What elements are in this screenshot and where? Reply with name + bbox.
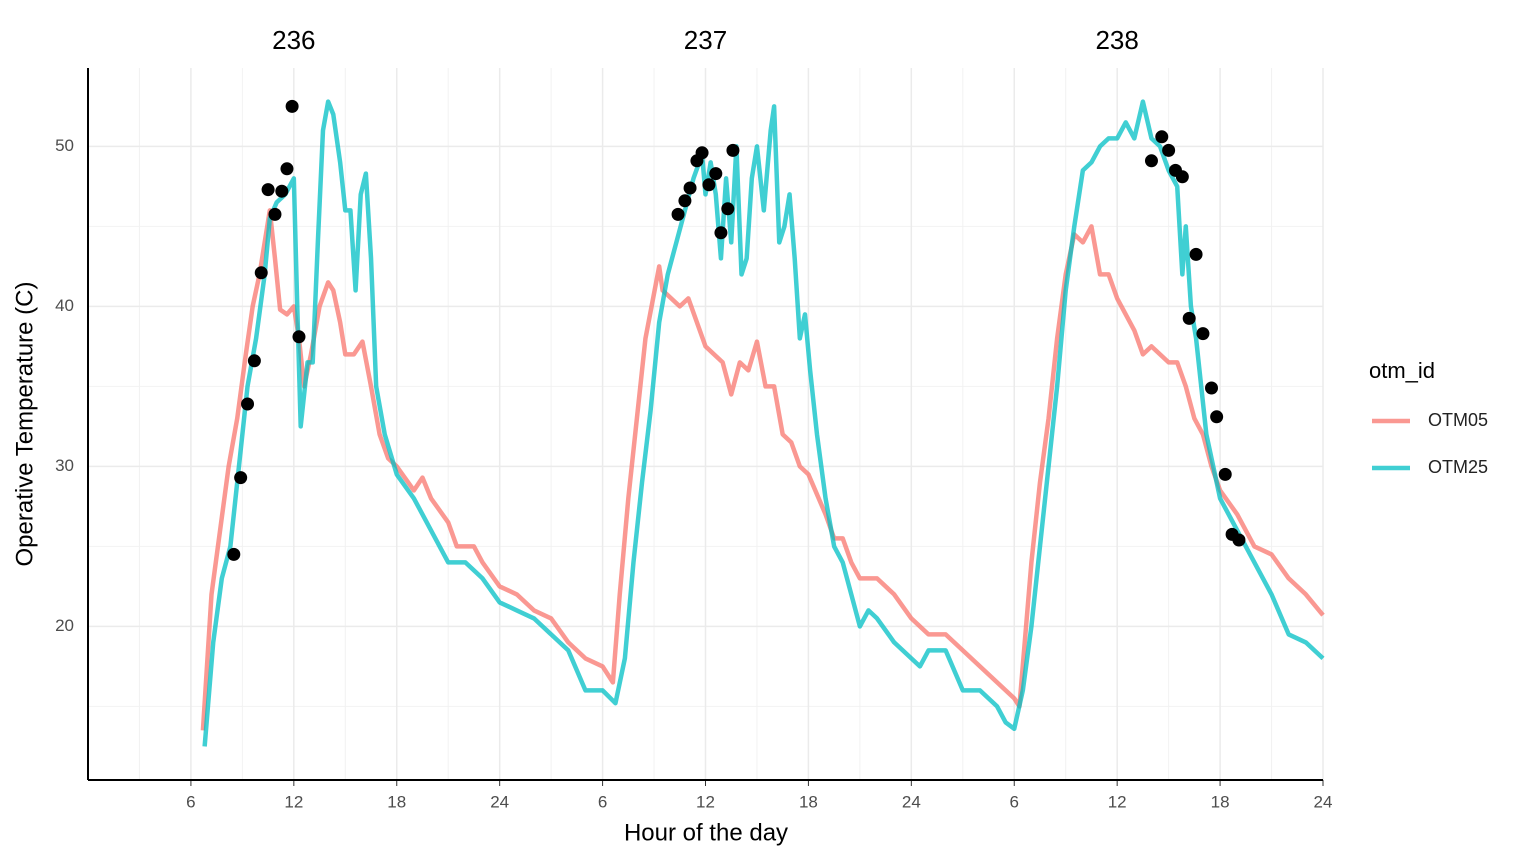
point: [1182, 311, 1196, 325]
point: [280, 162, 294, 176]
x-tick-label: 12: [284, 792, 303, 811]
point: [275, 184, 289, 198]
point: [254, 266, 268, 280]
point: [227, 547, 241, 561]
point: [1232, 533, 1246, 547]
x-axis-label: Hour of the day: [624, 819, 788, 846]
x-tick-label: 6: [1010, 792, 1019, 811]
point: [1155, 130, 1169, 144]
facet-label: 236: [272, 25, 315, 55]
facet-label: 238: [1095, 25, 1138, 55]
point: [709, 167, 723, 181]
x-tick-label: 18: [799, 792, 818, 811]
x-tick-label: 24: [1314, 792, 1333, 811]
x-tick-label: 24: [902, 792, 921, 811]
line: [200, 208, 1325, 731]
y-tick-label: 50: [55, 136, 74, 155]
point: [1189, 247, 1203, 261]
legend-title: otm_id: [1369, 358, 1435, 383]
x-tick-label: 6: [186, 792, 195, 811]
point: [241, 397, 255, 411]
y-axis-label: Operative Temperature (C): [11, 282, 38, 567]
y-tick-label: 40: [55, 296, 74, 315]
point: [268, 207, 282, 221]
point: [678, 194, 692, 208]
point: [1175, 170, 1189, 184]
x-tick-label: 12: [696, 792, 715, 811]
x-tick-label: 18: [1211, 792, 1230, 811]
x-tick-label: 24: [490, 792, 509, 811]
facet-label: 237: [684, 25, 727, 55]
line: [202, 99, 1325, 747]
point: [261, 183, 275, 197]
y-tick-label: 30: [55, 456, 74, 475]
point: [695, 146, 709, 160]
point: [683, 181, 697, 195]
x-tick-label: 18: [387, 792, 406, 811]
point: [726, 143, 740, 157]
x-tick-label: 6: [598, 792, 607, 811]
y-tick-label: 20: [55, 616, 74, 635]
point: [671, 207, 685, 221]
x-tick-label: 12: [1108, 792, 1127, 811]
point: [702, 178, 716, 192]
point: [1162, 143, 1176, 157]
legend-label: OTM05: [1428, 410, 1488, 430]
point: [1210, 410, 1224, 424]
point: [285, 99, 299, 113]
point: [1218, 467, 1232, 481]
point: [714, 226, 728, 240]
point: [234, 471, 248, 485]
point: [1196, 327, 1210, 341]
point: [292, 330, 306, 344]
point: [1205, 381, 1219, 395]
point: [1144, 154, 1158, 168]
point: [721, 202, 735, 216]
legend-label: OTM25: [1428, 457, 1488, 477]
point: [247, 354, 261, 368]
